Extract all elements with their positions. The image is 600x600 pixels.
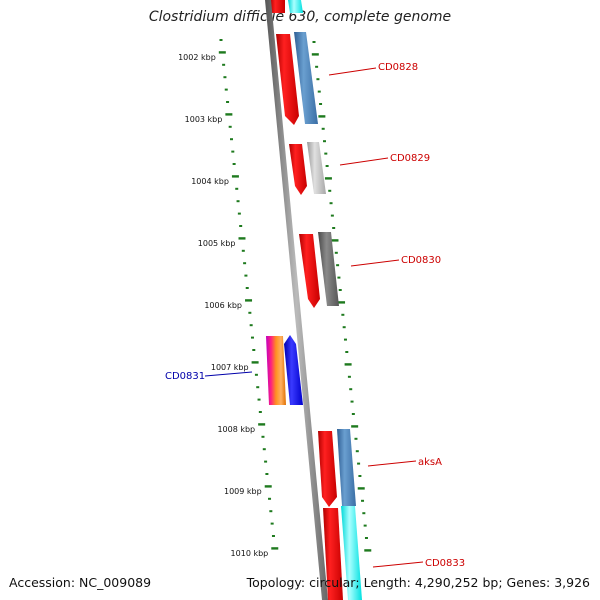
kbp-ticks-left xyxy=(218,39,279,550)
tick-label: 1008 kbp xyxy=(217,425,255,434)
tick-label: 1002 kbp xyxy=(178,53,216,62)
gene-label-cd0829[interactable]: CD0829 xyxy=(390,153,430,164)
tick-label: 1003 kbp xyxy=(185,115,223,124)
genome-summary-text: Topology: circular; Length: 4,290,252 bp… xyxy=(246,575,590,590)
gene-label-aksa[interactable]: aksA xyxy=(418,457,442,468)
tick-label: 1010 kbp xyxy=(231,549,269,558)
gene-label-cd0833[interactable]: CD0833 xyxy=(425,558,465,569)
genome-backbone xyxy=(265,0,328,600)
gene-cd0833[interactable] xyxy=(323,506,362,600)
gene-cd0828[interactable] xyxy=(276,32,318,125)
gene-label-cd0831[interactable]: CD0831 xyxy=(165,371,205,382)
feature-top-partial[interactable] xyxy=(270,0,303,13)
kbp-ticks-right xyxy=(311,41,372,552)
kbp-tick-labels: 1002 kbp 1003 kbp 1004 kbp 1005 kbp 1006 kbp… xyxy=(178,53,268,558)
gene-aksa[interactable] xyxy=(318,429,356,507)
gene-label-cd0830[interactable]: CD0830 xyxy=(401,255,441,266)
gene-cd0829[interactable] xyxy=(289,142,326,195)
gene-cd0830[interactable] xyxy=(299,232,339,308)
tick-label: 1005 kbp xyxy=(198,239,236,248)
map-title: Clostridium difficile 630, complete geno… xyxy=(148,9,452,25)
tick-label: 1009 kbp xyxy=(224,487,262,496)
tick-label: 1004 kbp xyxy=(191,177,229,186)
accession-text: Accession: NC_009089 xyxy=(9,575,152,590)
tick-label: 1006 kbp xyxy=(204,301,242,310)
tick-label: 1007 kbp xyxy=(211,363,249,372)
gene-cd0831[interactable] xyxy=(266,335,303,405)
gene-label-lines xyxy=(204,67,424,568)
gene-label-cd0828[interactable]: CD0828 xyxy=(378,62,418,73)
